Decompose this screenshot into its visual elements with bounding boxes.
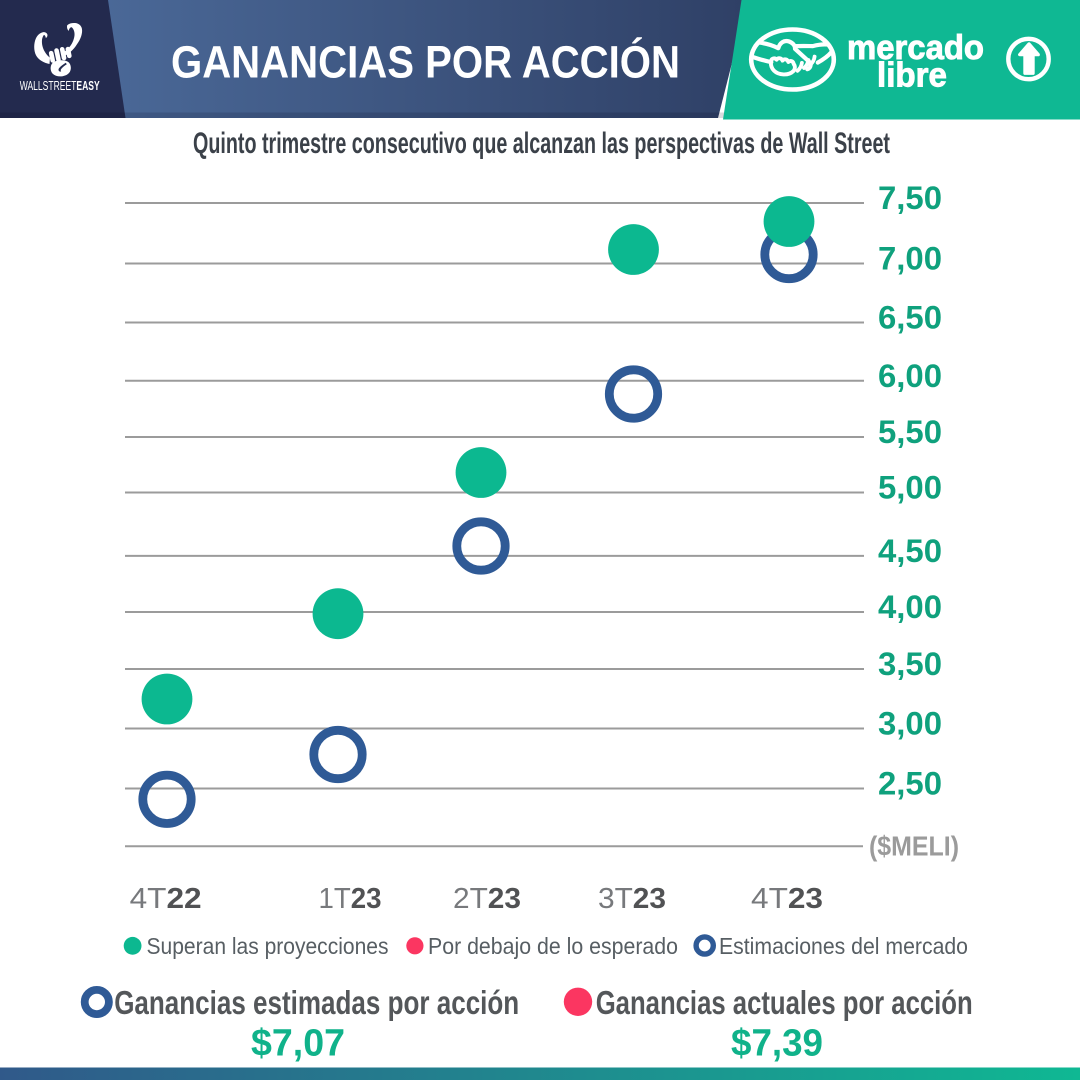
- svg-text:2T23: 2T23: [453, 883, 521, 915]
- svg-text:2,50: 2,50: [878, 766, 942, 802]
- svg-text:3,00: 3,00: [878, 706, 942, 742]
- svg-text:GANANCIAS POR ACCIÓN: GANANCIAS POR ACCIÓN: [171, 36, 680, 88]
- svg-text:4,50: 4,50: [878, 533, 942, 569]
- svg-text:Superan las proyecciones: Superan las proyecciones: [147, 933, 389, 959]
- svg-text:6,50: 6,50: [878, 300, 942, 336]
- svg-text:1T23: 1T23: [319, 883, 382, 915]
- svg-text:Ganancias actuales por acción: Ganancias actuales por acción: [596, 984, 973, 1021]
- svg-text:Ganancias estimadas por acción: Ganancias estimadas por acción: [114, 984, 519, 1021]
- svg-text:4,00: 4,00: [878, 589, 942, 625]
- svg-text:6,00: 6,00: [878, 358, 942, 394]
- svg-text:7,50: 7,50: [878, 180, 942, 216]
- svg-text:Estimaciones del mercado: Estimaciones del mercado: [719, 933, 968, 959]
- svg-text:WALLSTREETEASY: WALLSTREETEASY: [20, 78, 100, 93]
- svg-text:3,50: 3,50: [878, 646, 942, 682]
- svg-text:libre: libre: [877, 57, 947, 95]
- svg-text:5,50: 5,50: [878, 414, 942, 450]
- svg-text:5,00: 5,00: [878, 470, 942, 506]
- svg-text:Por debajo de lo esperado: Por debajo de lo esperado: [428, 933, 678, 959]
- svg-text:3T23: 3T23: [598, 883, 666, 915]
- svg-text:Quinto trimestre consecutivo q: Quinto trimestre consecutivo que alcanza…: [193, 127, 890, 160]
- svg-text:$7,39: $7,39: [731, 1023, 823, 1065]
- svg-text:7,00: 7,00: [878, 241, 942, 277]
- svg-text:$7,07: $7,07: [251, 1023, 345, 1065]
- svg-text:($MELI): ($MELI): [869, 831, 959, 862]
- svg-text:mercado: mercado: [847, 29, 984, 67]
